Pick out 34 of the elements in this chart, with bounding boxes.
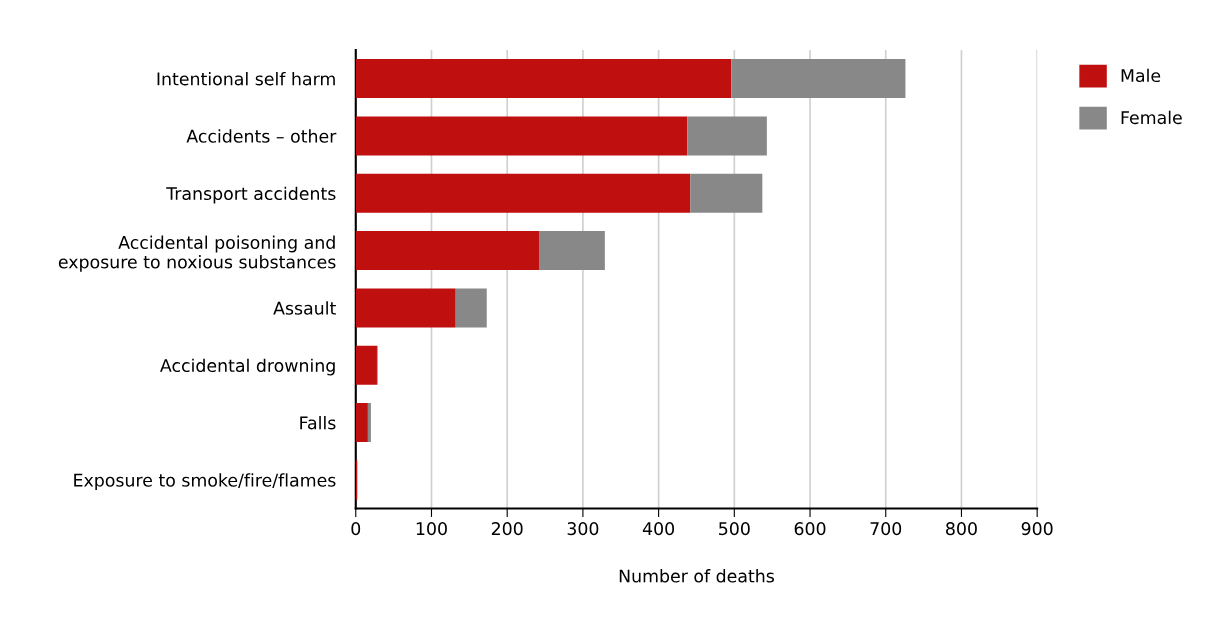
y-tick-label: Assault: [273, 301, 336, 315]
y-tick-label: Exposure to smoke/fire/flames: [74, 473, 336, 491]
x-tick-label: 900: [1021, 522, 1053, 536]
x-tick-label: 800: [946, 522, 977, 536]
bar: [355, 403, 368, 443]
x-tick-label: 500: [719, 522, 750, 536]
bar: [355, 173, 691, 213]
y-tick-label: Accidents – other: [186, 129, 337, 143]
x-tick-label: 700: [870, 522, 902, 536]
x-tick-label: 0: [351, 522, 361, 536]
x-tick-label: 100: [416, 522, 447, 536]
bar: [455, 288, 487, 328]
x-tick-label: 400: [642, 522, 675, 536]
bar: [367, 403, 371, 443]
x-tick-label: 300: [567, 522, 599, 536]
bar: [690, 173, 763, 213]
bar: [355, 288, 456, 328]
y-tick-label: Falls: [300, 415, 336, 430]
y-tick-label: Accidental drowning: [160, 358, 335, 376]
y-tick-label: Intentional self harm: [157, 71, 335, 86]
bar: [687, 116, 767, 156]
x-tick-label: 600: [794, 522, 826, 536]
y-tick-label: Accidental poisoning and exposure to noxious substances: [58, 235, 336, 272]
bar: [538, 231, 605, 271]
x-axis-title: Number of deaths: [619, 569, 774, 583]
bar: [355, 345, 377, 385]
legend-label: Male: [1121, 68, 1161, 83]
bar: [355, 231, 539, 271]
bar: [355, 116, 688, 156]
y-tick-label: Transport accidents: [166, 186, 336, 204]
x-tick-label: 200: [491, 522, 523, 536]
bar: [731, 59, 906, 99]
legend-label: Female: [1121, 110, 1182, 125]
bar: [355, 59, 732, 99]
